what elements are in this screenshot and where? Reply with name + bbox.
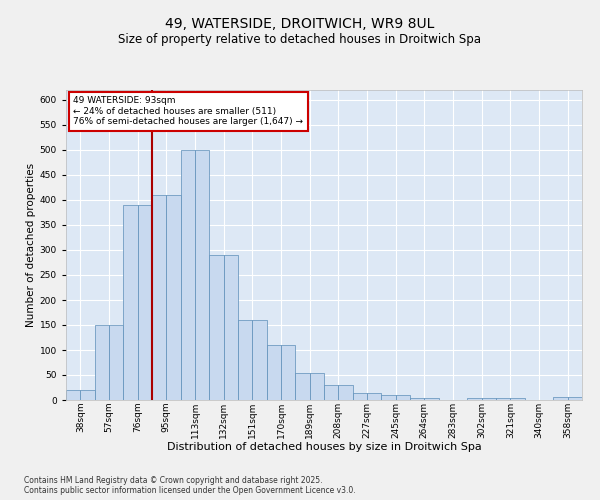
Bar [95, 325, 109, 400]
Bar [395, 395, 410, 400]
Bar [80, 390, 95, 400]
Bar [310, 372, 324, 400]
Text: 49, WATERSIDE, DROITWICH, WR9 8UL: 49, WATERSIDE, DROITWICH, WR9 8UL [166, 18, 434, 32]
Bar [238, 320, 253, 400]
X-axis label: Distribution of detached houses by size in Droitwich Spa: Distribution of detached houses by size … [167, 442, 481, 452]
Bar [410, 398, 424, 400]
Bar [568, 396, 582, 400]
Bar [137, 205, 152, 400]
Bar [482, 398, 496, 400]
Bar [109, 325, 124, 400]
Bar [66, 390, 80, 400]
Bar [338, 385, 353, 400]
Bar [467, 398, 482, 400]
Bar [224, 255, 238, 400]
Bar [195, 150, 209, 400]
Bar [324, 385, 338, 400]
Bar [266, 345, 281, 400]
Bar [253, 320, 266, 400]
Bar [281, 345, 295, 400]
Text: 49 WATERSIDE: 93sqm
← 24% of detached houses are smaller (511)
76% of semi-detac: 49 WATERSIDE: 93sqm ← 24% of detached ho… [73, 96, 303, 126]
Bar [367, 392, 382, 400]
Bar [152, 195, 166, 400]
Bar [353, 392, 367, 400]
Bar [382, 395, 395, 400]
Bar [295, 372, 310, 400]
Bar [496, 398, 511, 400]
Bar [553, 396, 568, 400]
Text: Contains HM Land Registry data © Crown copyright and database right 2025.
Contai: Contains HM Land Registry data © Crown c… [24, 476, 356, 495]
Bar [166, 195, 181, 400]
Bar [209, 255, 224, 400]
Y-axis label: Number of detached properties: Number of detached properties [26, 163, 35, 327]
Bar [424, 398, 439, 400]
Text: Size of property relative to detached houses in Droitwich Spa: Size of property relative to detached ho… [119, 32, 482, 46]
Bar [511, 398, 524, 400]
Bar [181, 150, 195, 400]
Bar [124, 205, 137, 400]
